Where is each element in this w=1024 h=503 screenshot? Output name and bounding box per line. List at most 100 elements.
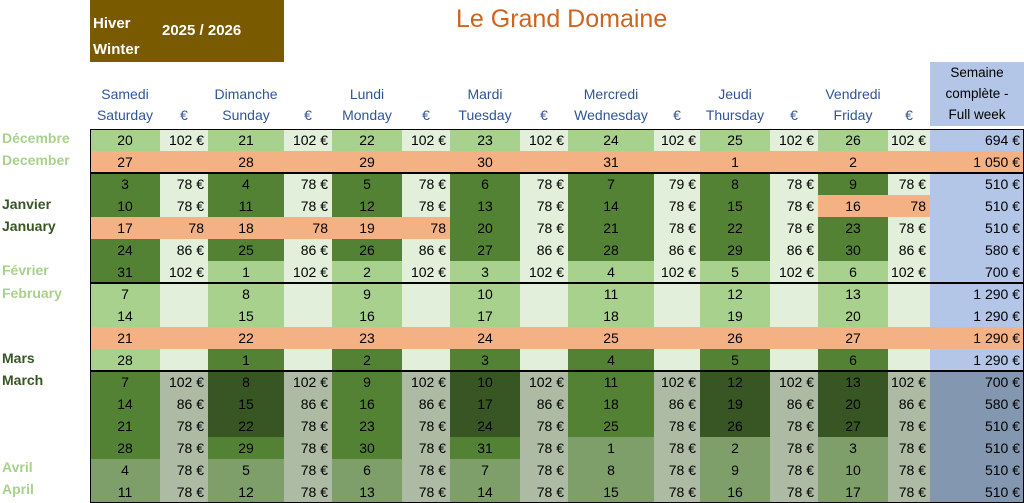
price-cell: 78 €	[520, 173, 568, 195]
price-cell	[284, 283, 332, 305]
day-cell: 22	[700, 217, 770, 239]
day-header-en: Friday	[833, 107, 873, 123]
day-cell: 29	[208, 437, 284, 459]
day-cell: 25	[568, 415, 654, 437]
day-cell: 27	[90, 151, 160, 173]
day-header-en: Saturday	[96, 107, 154, 123]
day-cell: 2	[818, 151, 888, 173]
price-cell: 102 €	[770, 371, 818, 393]
day-cell: 26	[700, 415, 770, 437]
week-price-cell: 694 €	[930, 129, 1024, 151]
price-cell: 86 €	[888, 239, 930, 261]
day-cell: 6	[332, 459, 402, 481]
price-cell: 86 €	[654, 239, 700, 261]
day-cell: 15	[208, 305, 284, 327]
day-cell: 16	[332, 305, 402, 327]
day-cell: 10	[90, 195, 160, 217]
price-cell: 86 €	[160, 393, 208, 415]
day-cell: 7	[90, 371, 160, 393]
week-price-cell: 510 €	[930, 217, 1024, 239]
day-header-en: Sunday	[222, 107, 270, 123]
day-header-fr: Mercredi	[583, 86, 639, 102]
price-cell	[520, 327, 568, 349]
price-cell	[284, 327, 332, 349]
price-cell: 78 €	[520, 481, 568, 503]
day-header-en: Thursday	[705, 107, 765, 123]
month-label-fr: Janvier	[2, 196, 52, 212]
day-cell: 22	[208, 327, 284, 349]
season-year: 2025 / 2026	[162, 22, 242, 39]
price-cell: 78 €	[654, 481, 700, 503]
price-cell: 86 €	[284, 239, 332, 261]
price-cell: 102 €	[402, 371, 450, 393]
day-cell: 31	[90, 261, 160, 283]
price-cell: 86 €	[888, 393, 930, 415]
season-label-en: Winter	[93, 41, 140, 58]
day-cell: 1	[700, 151, 770, 173]
day-cell: 20	[818, 305, 888, 327]
price-cell: 78 €	[770, 415, 818, 437]
price-header: €	[905, 107, 913, 123]
day-header-en: Monday	[342, 107, 392, 123]
day-cell: 16	[700, 481, 770, 503]
day-cell: 26	[700, 327, 770, 349]
day-header-fr: Lundi	[349, 86, 385, 102]
day-cell: 27	[818, 415, 888, 437]
day-cell: 23	[332, 415, 402, 437]
day-cell: 5	[332, 173, 402, 195]
day-cell: 26	[818, 129, 888, 151]
price-cell	[284, 305, 332, 327]
price-cell: 78 €	[770, 437, 818, 459]
price-cell: 78 €	[520, 217, 568, 239]
month-label-fr: Février	[2, 262, 49, 278]
price-cell: 78 €	[770, 195, 818, 217]
day-cell: 14	[450, 481, 520, 503]
day-cell: 15	[700, 195, 770, 217]
price-cell: 86 €	[402, 393, 450, 415]
price-cell: 78 €	[770, 459, 818, 481]
price-cell: 78 €	[402, 173, 450, 195]
price-cell	[520, 283, 568, 305]
day-cell: 13	[818, 283, 888, 305]
week-header: Semaine complète - Full week	[930, 62, 1024, 126]
price-cell	[284, 151, 332, 173]
month-label-en: April	[2, 481, 34, 497]
day-cell: 13	[450, 195, 520, 217]
day-cell: 24	[450, 415, 520, 437]
price-cell: 78 €	[770, 481, 818, 503]
price-cell: 102 €	[520, 371, 568, 393]
price-cell: 78 €	[402, 195, 450, 217]
day-cell: 9	[332, 283, 402, 305]
day-cell: 13	[818, 371, 888, 393]
price-cell: 86 €	[402, 239, 450, 261]
day-cell: 31	[450, 437, 520, 459]
price-cell: 78	[888, 195, 930, 217]
day-cell: 22	[208, 415, 284, 437]
day-cell: 5	[208, 459, 284, 481]
day-cell: 3	[90, 173, 160, 195]
price-cell: 102 €	[520, 129, 568, 151]
price-cell	[888, 151, 930, 173]
day-cell: 6	[450, 173, 520, 195]
day-cell: 24	[90, 239, 160, 261]
day-cell: 10	[818, 459, 888, 481]
week-header-line-1: Semaine	[950, 65, 1004, 80]
price-cell: 78 €	[160, 437, 208, 459]
day-cell: 10	[450, 283, 520, 305]
day-cell: 17	[818, 481, 888, 503]
price-cell: 78	[284, 217, 332, 239]
price-cell	[402, 151, 450, 173]
price-cell	[888, 305, 930, 327]
day-cell: 5	[700, 349, 770, 371]
day-cell: 4	[568, 349, 654, 371]
price-cell: 102 €	[160, 371, 208, 393]
price-cell: 78 €	[402, 437, 450, 459]
price-cell: 78 €	[888, 173, 930, 195]
price-cell	[402, 327, 450, 349]
day-cell: 21	[208, 129, 284, 151]
day-cell: 1	[568, 437, 654, 459]
price-cell	[888, 349, 930, 371]
price-cell: 78 €	[160, 173, 208, 195]
price-cell: 78 €	[402, 481, 450, 503]
day-cell: 19	[700, 393, 770, 415]
